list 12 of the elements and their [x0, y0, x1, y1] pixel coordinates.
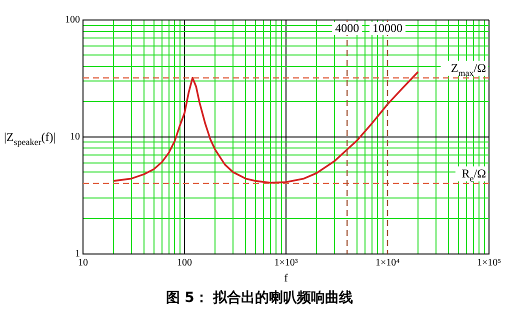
text: 图 5： 拟合出的喇叭频响曲线 [164, 289, 354, 307]
x-tick-label: 1×10⁴ [375, 257, 400, 268]
ref-line-label: 10000 [372, 21, 402, 35]
x-tick-label: 1×10⁵ [476, 257, 502, 268]
y-tick-label: 10 [70, 132, 80, 143]
ref-line-label: 4000 [335, 21, 360, 35]
y-tick-label: 1 [75, 248, 80, 260]
x-axis-title: f [284, 272, 288, 284]
y-tick-label: 100 [65, 14, 80, 26]
x-tick-label: 10 [78, 257, 88, 268]
x-tick-label: 1×10³ [274, 257, 298, 268]
x-tick-label: 100 [177, 257, 192, 268]
